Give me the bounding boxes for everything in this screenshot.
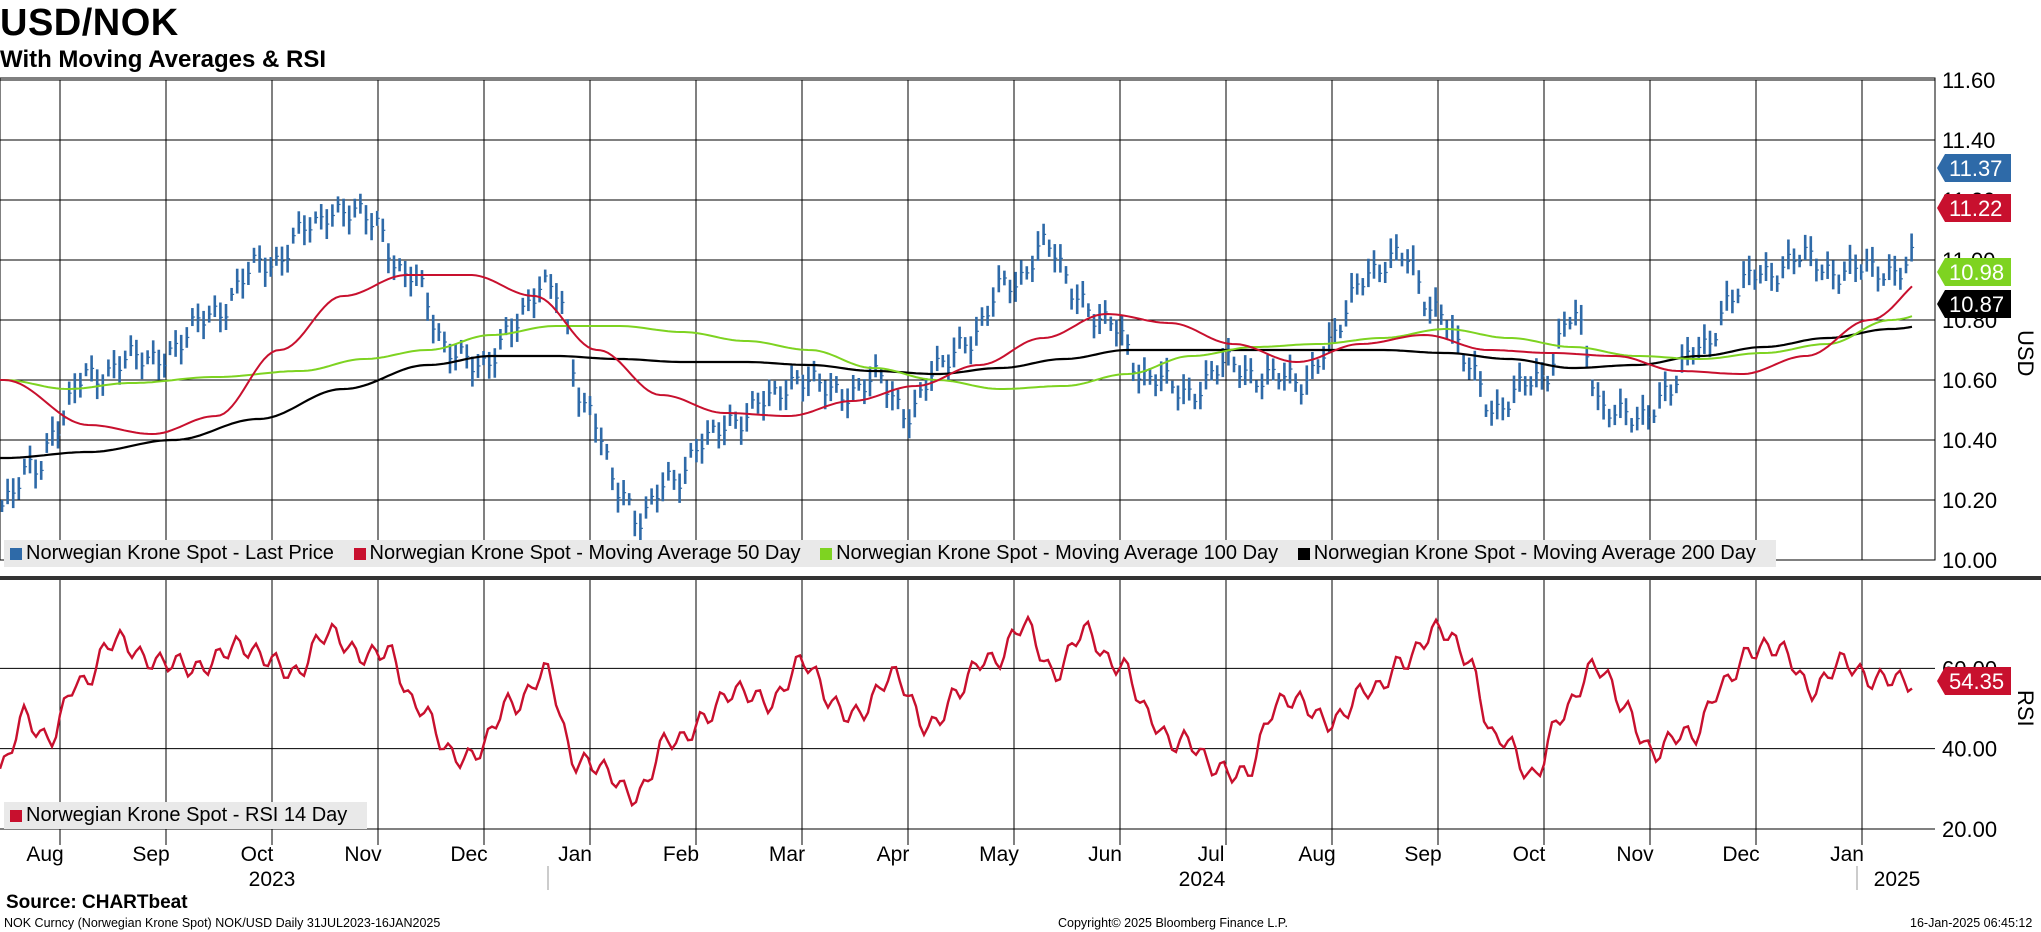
source-note: Source: CHARTbeat	[6, 892, 188, 913]
x-month-label: Oct	[1513, 843, 1546, 866]
price-last-tag-bg	[1937, 290, 2011, 318]
price-last-tag: 11.22	[1949, 196, 2002, 221]
price-legend: Norwegian Krone Spot - Last Price Norweg…	[4, 540, 1776, 567]
legend-label-last: Norwegian Krone Spot - Last Price	[26, 542, 334, 564]
x-year-label: 2023	[249, 868, 296, 891]
price-last-tag: 10.98	[1949, 260, 2004, 285]
x-month-label: Nov	[1616, 843, 1654, 866]
x-month-label: Jun	[1088, 843, 1122, 866]
price-last-tag-bg	[1937, 194, 2011, 222]
chart-area: 10.0010.2010.4010.6010.8011.0011.2011.40…	[0, 68, 2041, 891]
legend-item-ma50: Norwegian Krone Spot - Moving Average 50…	[353, 542, 801, 565]
price-tick-label: 11.60	[1942, 68, 1995, 93]
rsi-axis-title: RSI	[2013, 690, 2038, 727]
price-tick-label: 11.40	[1942, 128, 1995, 153]
price-tick-label: 10.00	[1942, 548, 1997, 573]
footer-center: Copyright© 2025 Bloomberg Finance L.P.	[1058, 916, 1288, 930]
price-panel-frame	[0, 77, 1936, 561]
legend-label-ma50: Norwegian Krone Spot - Moving Average 50…	[369, 542, 801, 564]
x-month-label: May	[979, 843, 1019, 866]
rsi-last-tag-bg	[1937, 667, 2011, 695]
legend-item-rsi: Norwegian Krone Spot - RSI 14 Day	[10, 804, 347, 827]
legend-label-ma200: Norwegian Krone Spot - Moving Average 20…	[1313, 542, 1756, 564]
x-month-label: Jul	[1198, 843, 1225, 866]
ma200-line	[0, 325, 1913, 460]
chart-title: USD/NOK	[0, 2, 179, 44]
x-year-label: 2024	[1179, 868, 1226, 891]
price-tick-label: 10.60	[1942, 368, 1997, 393]
chart-subtitle: With Moving Averages & RSI	[0, 46, 327, 73]
x-month-label: Aug	[1298, 843, 1335, 866]
rsi-line	[0, 614, 1913, 808]
x-month-label: Apr	[877, 843, 910, 866]
price-axis-title: USD	[2013, 330, 2038, 376]
legend-swatch-last	[10, 547, 22, 560]
price-last-tag-bg	[1937, 154, 2011, 182]
legend-label-ma100: Norwegian Krone Spot - Moving Average 10…	[836, 542, 1279, 564]
price-tick-label: 10.40	[1942, 428, 1997, 453]
x-year-label: 2025	[1874, 868, 1921, 891]
rsi-last-tag: 54.35	[1949, 669, 2004, 694]
legend-item-last-price: Norwegian Krone Spot - Last Price	[10, 542, 334, 565]
x-month-label: Aug	[26, 843, 63, 866]
rsi-legend: Norwegian Krone Spot - RSI 14 Day	[4, 802, 368, 829]
legend-swatch-ma50	[353, 547, 366, 560]
legend-label-rsi: Norwegian Krone Spot - RSI 14 Day	[26, 804, 348, 826]
ma100-line	[0, 315, 1913, 391]
rsi-tick-label: 40.00	[1942, 737, 1997, 762]
price-last-tag: 11.37	[1949, 156, 2002, 181]
x-month-label: Jan	[1830, 843, 1864, 866]
x-month-label: Sep	[1404, 843, 1441, 866]
legend-swatch-ma100	[820, 547, 833, 560]
price-last-tag: 10.87	[1949, 292, 2004, 317]
x-month-label: Dec	[1722, 843, 1759, 866]
x-month-label: Feb	[663, 843, 699, 866]
x-month-label: Oct	[241, 843, 274, 866]
x-month-label: Mar	[769, 843, 805, 866]
ma50-line	[0, 274, 1913, 436]
footer-left: NOK Curncy (Norwegian Krone Spot) NOK/US…	[4, 916, 441, 930]
legend-swatch-rsi	[10, 809, 22, 822]
x-month-label: Jan	[558, 843, 592, 866]
x-month-label: Sep	[132, 843, 169, 866]
rsi-tick-label: 20.00	[1942, 817, 1997, 842]
price-tick-label: 10.20	[1942, 488, 1997, 513]
x-month-label: Dec	[450, 843, 487, 866]
legend-item-ma100: Norwegian Krone Spot - Moving Average 10…	[820, 542, 1278, 565]
x-month-label: Nov	[344, 843, 382, 866]
legend-swatch-ma200	[1297, 547, 1310, 560]
footer-right: 16-Jan-2025 06:45:12	[1910, 916, 2033, 930]
legend-item-ma200: Norwegian Krone Spot - Moving Average 20…	[1297, 542, 1756, 565]
price-last-tag-bg	[1937, 258, 2011, 286]
